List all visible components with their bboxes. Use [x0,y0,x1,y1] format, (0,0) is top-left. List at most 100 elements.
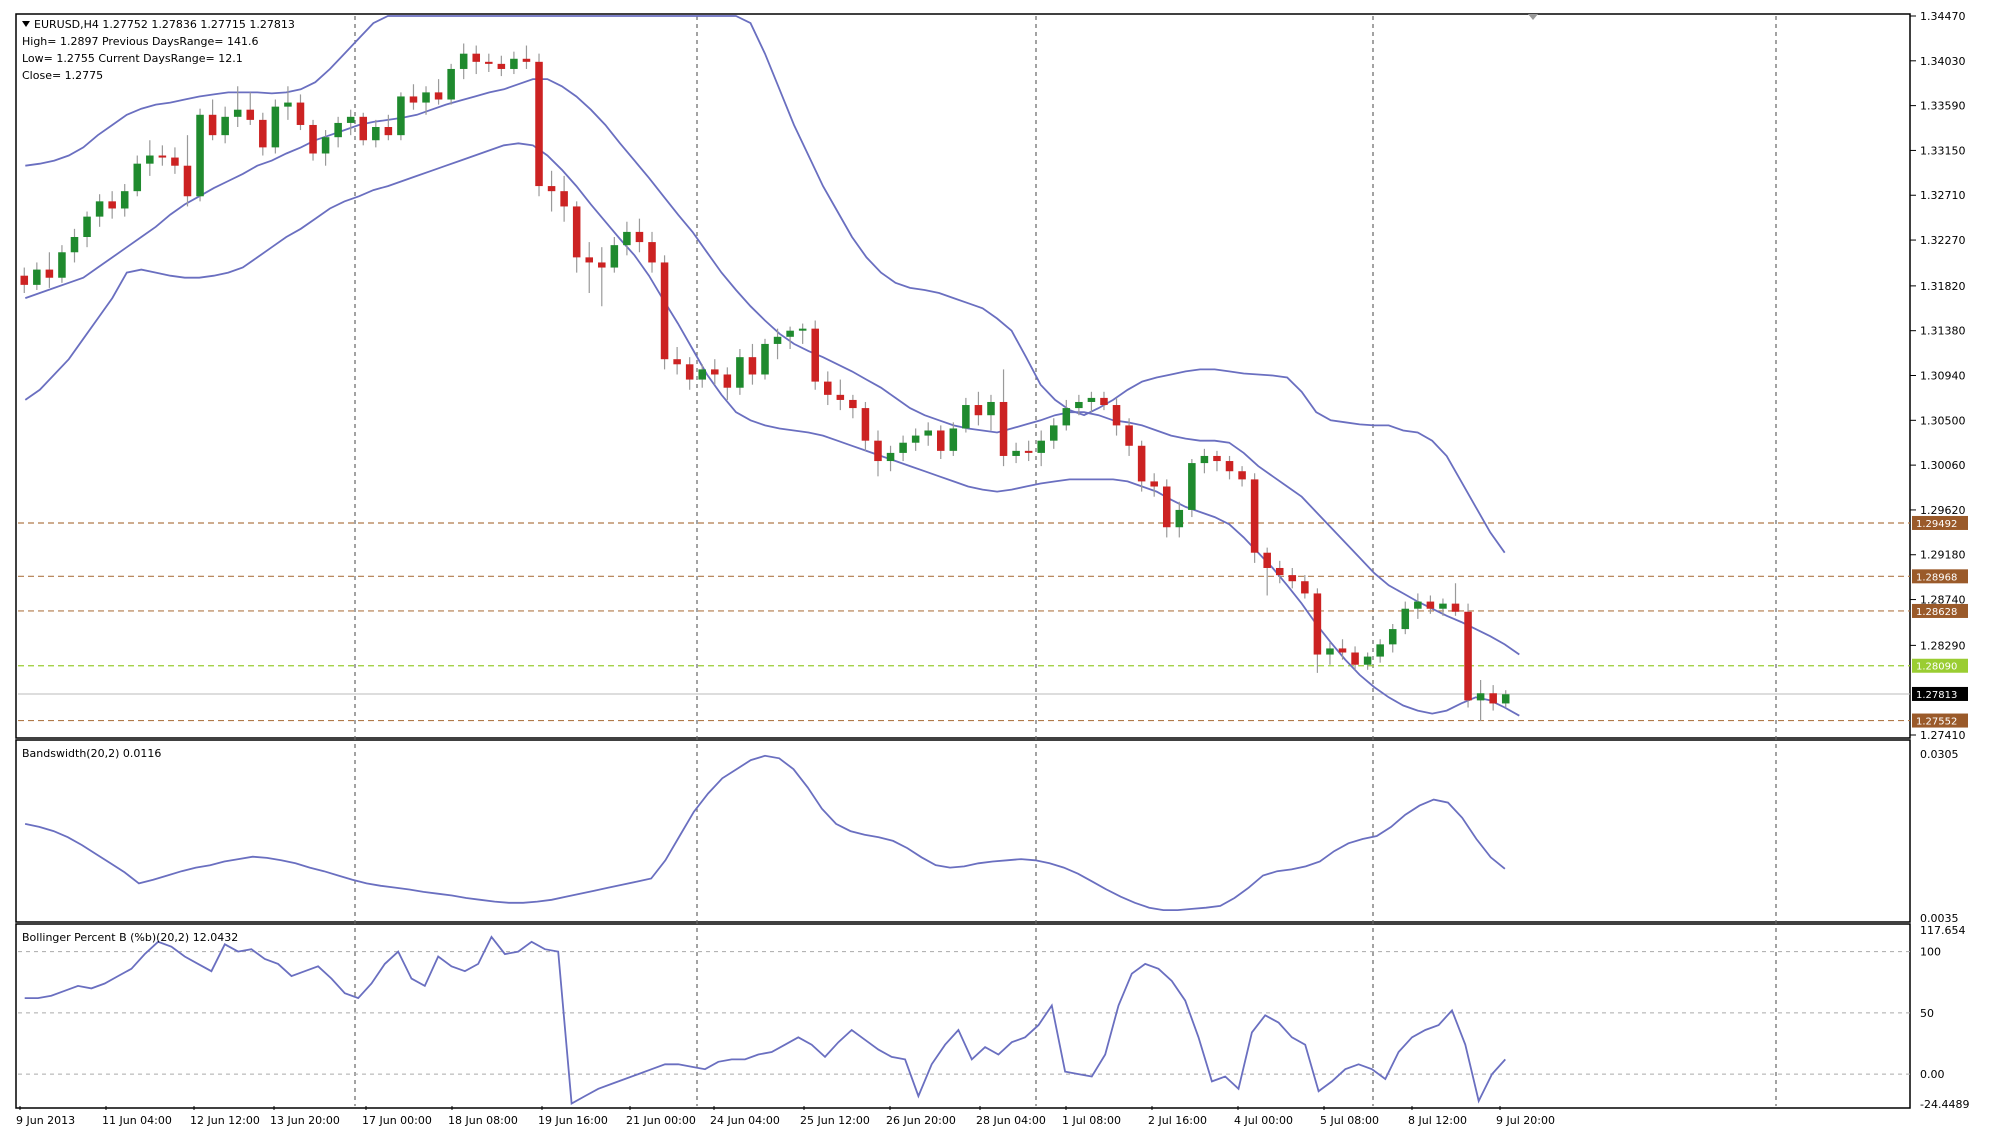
price-tag-box-0 [1912,515,1968,530]
bandwidth-panel-frame [15,739,1911,923]
candle-body-82 [1049,425,1058,441]
dropdown-arrow-icon[interactable] [22,21,30,27]
candle-body-115 [1464,611,1472,701]
bw-ytick-label-1: 0.0035 [1920,912,1959,925]
bb-upper-line [25,15,1506,554]
candle-body-31 [409,96,418,103]
candle-body-26 [346,116,355,123]
candle-body-99 [1263,552,1271,568]
candle-body-17 [233,109,242,117]
xtick-label-14: 4 Jul 00:00 [1234,1114,1293,1127]
main-ytick-label-9: 1.30500 [1920,414,1966,427]
candle-body-47 [610,245,619,268]
vertical-grid [18,16,1910,1106]
candle-body-61 [786,330,794,337]
chart-shift-marker-icon[interactable] [1528,14,1538,20]
y-axis-ticks: 1.34470 1.34030 1.33590 1.33150 1.32710 1.322… [1910,10,1969,1111]
candle-body-22 [296,102,305,125]
candle-body-92 [1175,509,1184,528]
xtick-label-2: 12 Jun 12:00 [190,1114,260,1127]
pb-ytick-label-1: 100 [1920,946,1941,959]
candle-body-97 [1238,471,1246,480]
candle-body-23 [309,124,317,154]
main-ytick-label-13: 1.28740 [1920,594,1966,607]
candle-body-7 [108,201,116,209]
candle-body-39 [510,58,518,69]
xtick-label-12: 1 Jul 08:00 [1062,1114,1121,1127]
main-ytick-label-15: 1.27410 [1920,729,1966,742]
bandwidth-line [24,754,1506,911]
candle-body-100 [1275,567,1284,576]
candle-body-107 [1363,656,1372,665]
candle-body-35 [459,53,468,69]
candle-body-45 [585,257,594,263]
info-line-1: High= 1.2897 Previous DaysRange= 141.6 [22,35,258,48]
xtick-label-3: 13 Jun 20:00 [270,1114,340,1127]
main-ytick-label-6: 1.31820 [1920,280,1966,293]
x-axis-ticks: 9 Jun 2013 11 Jun 04:00 12 Jun 12:00 13 Jun… [16,1106,1555,1127]
xtick-label-5: 18 Jun 08:00 [448,1114,518,1127]
candle-body-25 [334,122,342,138]
main-ytick-label-8: 1.30940 [1920,370,1966,383]
candle-body-64 [824,381,832,395]
candle-body-78 [999,401,1008,456]
price-tag-label-3: 1.28090 [1916,662,1957,673]
candle-body-111 [1414,601,1422,609]
candle-body-16 [221,116,229,136]
price-tag-box-3 [1912,658,1968,673]
bandwidth-series [24,754,1506,911]
candle-body-90 [1150,481,1158,487]
bw-ytick-label-0: 0.0305 [1920,748,1959,761]
level-lines [18,522,1910,722]
candle-body-86 [1100,397,1108,406]
percentb-label: Bollinger Percent B (%b)(20,2) 12.0432 [22,931,238,944]
candle-body-29 [384,127,393,136]
candle-body-110 [1401,608,1410,630]
price-tag-box-5 [1912,713,1968,728]
xtick-label-17: 9 Jul 20:00 [1496,1114,1555,1127]
main-ytick-label-10: 1.30060 [1920,459,1966,472]
candle-body-106 [1351,652,1359,665]
candle-body-0 [20,275,29,285]
xtick-label-6: 19 Jun 16:00 [538,1114,608,1127]
candle-body-43 [560,191,568,207]
main-ytick-label-1: 1.34030 [1920,55,1966,68]
candle-body-10 [146,155,154,164]
candle-body-117 [1489,693,1497,704]
candle-body-44 [572,206,581,258]
candle-body-54 [698,369,706,380]
candle-body-88 [1125,425,1133,446]
xtick-label-4: 17 Jun 00:00 [362,1114,432,1127]
candle-body-66 [849,399,857,409]
candle-body-76 [974,405,983,416]
xtick-label-1: 11 Jun 04:00 [102,1114,172,1127]
candle-body-42 [547,186,556,192]
candle-body-5 [83,216,91,237]
candle-body-46 [598,262,606,268]
candle-body-95 [1213,455,1221,462]
candle-body-55 [711,369,719,375]
candle-body-11 [158,155,167,158]
candle-body-80 [1024,450,1033,453]
main-ytick-label-5: 1.32270 [1920,234,1966,247]
main-ytick-label-4: 1.32710 [1920,189,1966,202]
info-line-3: Close= 1.2775 [22,69,103,82]
xtick-label-9: 25 Jun 12:00 [800,1114,870,1127]
candle-body-41 [535,61,543,187]
candle-body-8 [120,191,129,209]
candle-body-20 [271,106,280,148]
price-tag-label-2: 1.28628 [1916,607,1957,618]
candle-body-79 [1012,450,1020,456]
candle-body-101 [1288,575,1297,582]
candle-body-116 [1476,693,1485,701]
percentb-series [24,935,1506,1105]
candle-body-4 [70,236,79,253]
candle-body-58 [748,357,757,375]
candle-body-93 [1188,463,1196,510]
candle-body-109 [1388,629,1397,645]
xtick-label-13: 2 Jul 16:00 [1148,1114,1207,1127]
price-tags: 1.29492 1.28968 1.28628 1.28090 1.27813 1.275… [1912,515,1968,728]
xtick-label-8: 24 Jun 04:00 [710,1114,780,1127]
